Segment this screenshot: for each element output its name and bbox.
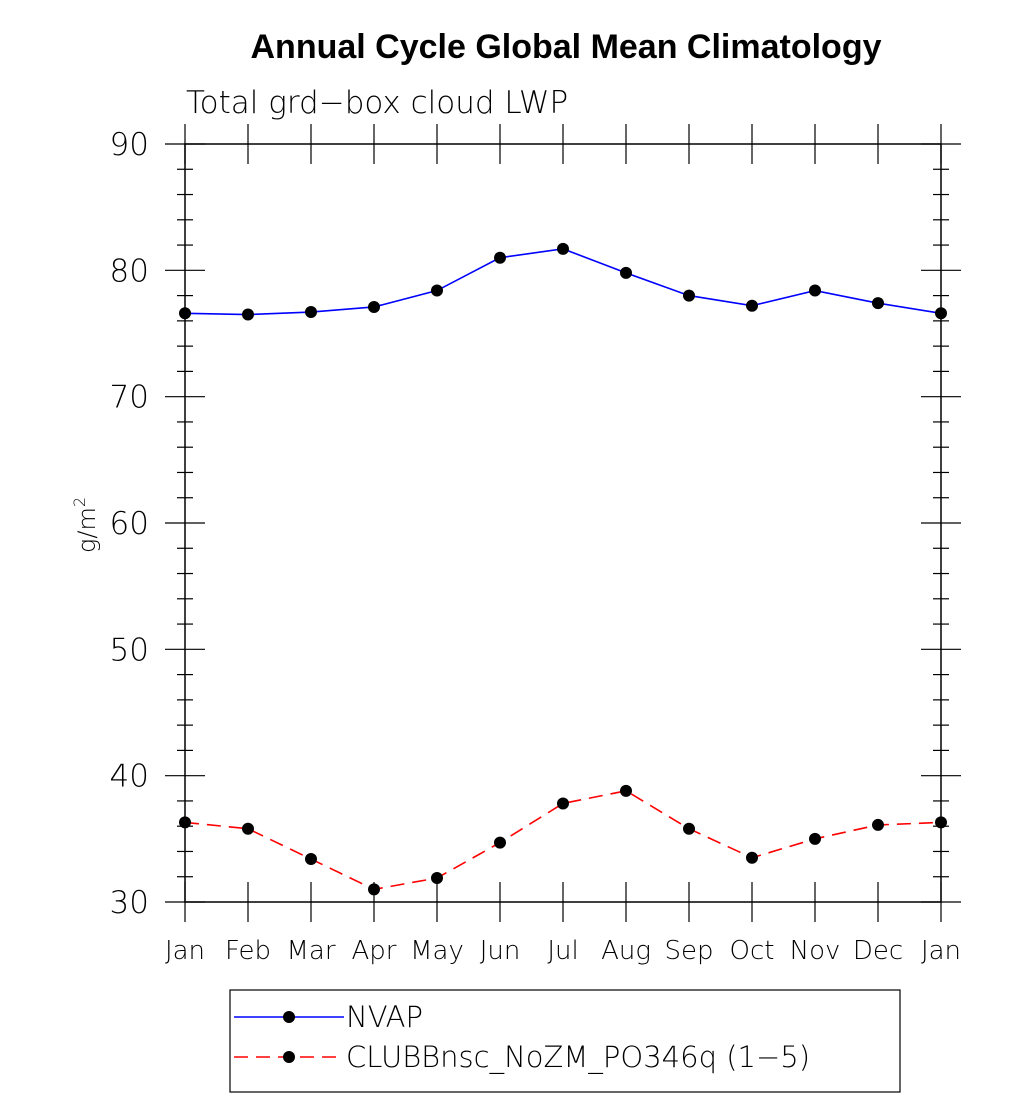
legend-label-1: NVAP [346, 1000, 423, 1034]
legend-marker-1 [283, 1011, 295, 1023]
chart-title: Annual Cycle Global Mean Climatology [251, 28, 882, 66]
y-tick-labels: 30 40 50 60 70 80 90 [110, 127, 149, 921]
x-tick-label: May [410, 936, 464, 966]
chart-subtitle: Total grd−box cloud LWP [186, 85, 568, 121]
y-tick-label: 60 [110, 506, 149, 542]
y-axis-label-text: g/m [73, 507, 101, 553]
series-2-point [431, 871, 443, 884]
series-1-point [431, 284, 443, 297]
axis-ticks [165, 124, 961, 922]
x-tick-label: Dec [853, 936, 903, 966]
series-1-point [368, 300, 380, 313]
series-2-point [935, 816, 947, 829]
series-2-point [809, 832, 821, 845]
series-2-point [179, 816, 191, 829]
series-2-point [368, 883, 380, 896]
y-axis-label-superscript: 2 [70, 497, 89, 507]
series-2-point [872, 818, 884, 831]
y-axis-label: g/m2 [70, 497, 101, 553]
y-tick-label: 80 [110, 253, 149, 289]
y-tick-label: 50 [110, 632, 149, 668]
series-1-point [872, 297, 884, 310]
series-1-point [242, 308, 254, 321]
series-2-point [242, 822, 254, 835]
x-tick-label: Jul [547, 936, 578, 966]
legend-items: NVAP CLUBBnsc_NoZM_PO346q (1−5) [234, 1000, 810, 1075]
x-tick-label: Jan [921, 936, 961, 966]
series-line-1 [184, 248, 942, 316]
series-2-point [746, 851, 758, 864]
series-2-point [305, 853, 317, 866]
series-1-point [746, 299, 758, 312]
x-tick-label: Sep [664, 936, 713, 966]
x-tick-label: Jun [480, 936, 521, 966]
series-2-point [620, 784, 632, 797]
series-1-point [809, 284, 821, 297]
y-tick-label: 70 [110, 380, 149, 416]
y-tick-label: 30 [110, 885, 149, 921]
legend-label-2: CLUBBnsc_NoZM_PO346q (1−5) [346, 1040, 810, 1075]
series-1-point [935, 307, 947, 320]
x-tick-label: Apr [352, 936, 397, 966]
plot-frame [184, 143, 942, 903]
x-tick-label: Nov [790, 936, 841, 966]
x-tick-label: Mar [286, 936, 335, 966]
data-series [179, 242, 947, 896]
x-tick-label: Oct [730, 936, 775, 966]
series-2-point [494, 836, 506, 849]
legend-marker-2 [283, 1051, 295, 1063]
series-2-point [557, 797, 569, 810]
y-tick-label: 40 [110, 759, 149, 795]
y-tick-label: 90 [110, 127, 149, 163]
series-1-point [620, 266, 632, 279]
svg-text:g/m2: g/m2 [70, 497, 101, 553]
x-tick-labels: Jan Feb Mar Apr May Jun Jul Aug Sep Oct Nov Dec Jan [165, 936, 961, 966]
x-tick-label: Aug [601, 936, 651, 966]
x-tick-label: Jan [165, 936, 205, 966]
series-2-point [683, 822, 695, 835]
legend: NVAP CLUBBnsc_NoZM_PO346q (1−5) [229, 989, 901, 1093]
x-tick-label: Feb [225, 936, 271, 966]
series-1-point [179, 307, 191, 320]
series-1-point [494, 251, 506, 264]
series-1-point [557, 242, 569, 255]
legend-box [229, 989, 901, 1093]
series-1-point [683, 289, 695, 302]
series-1-point [305, 306, 317, 319]
